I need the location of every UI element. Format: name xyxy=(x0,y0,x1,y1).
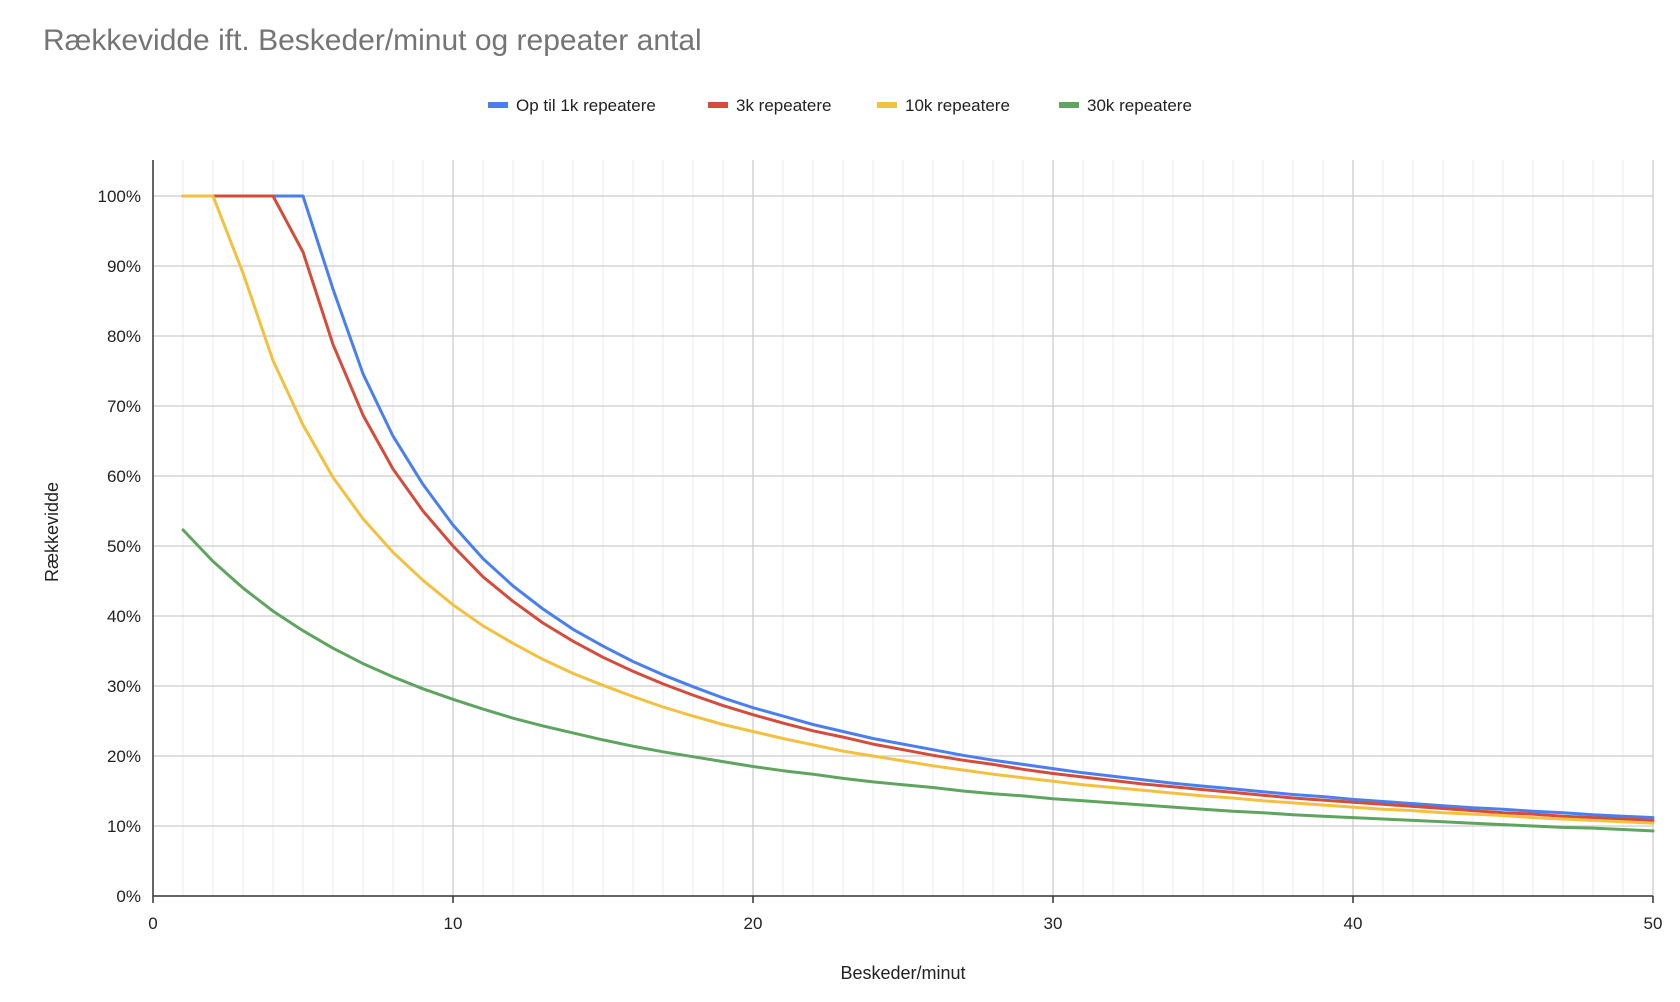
series-line-3 xyxy=(181,194,1655,825)
legend-label: 3k repeatere xyxy=(736,96,831,115)
y-tick-label: 70% xyxy=(107,397,141,416)
legend-swatch xyxy=(877,102,897,108)
legend: Op til 1k repeatere 3k repeatere 10k repea… xyxy=(488,96,1192,115)
x-tick-label: 20 xyxy=(744,914,763,933)
y-tick-label: 40% xyxy=(107,607,141,626)
tick-labels: 0 10 20 30 40 50 0% 10% 20% 30% 40% 50% 60% 70% 80% 90%… xyxy=(98,187,1663,933)
chart-title: Rækkevidde ift. Beskeder/minut og repeat… xyxy=(43,24,702,57)
series-line-2 xyxy=(181,194,1655,822)
y-tick-label: 50% xyxy=(107,537,141,556)
axes xyxy=(152,160,1654,903)
x-axis-title: Beskeder/minut xyxy=(840,963,965,983)
series-line-4 xyxy=(181,528,1655,833)
legend-swatch xyxy=(1059,102,1079,108)
y-tick-label: 100% xyxy=(98,187,141,206)
series-lines xyxy=(181,194,1655,833)
y-axis-title: Rækkevidde xyxy=(42,482,62,582)
x-tick-label: 30 xyxy=(1044,914,1063,933)
x-tick-label: 0 xyxy=(148,914,157,933)
legend-swatch xyxy=(488,102,508,108)
legend-label: Op til 1k repeatere xyxy=(516,96,656,115)
series-line-1 xyxy=(181,194,1655,820)
y-tick-label: 60% xyxy=(107,467,141,486)
y-tick-label: 30% xyxy=(107,677,141,696)
y-tick-label: 80% xyxy=(107,327,141,346)
y-tick-label: 0% xyxy=(116,887,141,906)
legend-label: 30k repeatere xyxy=(1087,96,1192,115)
x-tick-label: 40 xyxy=(1344,914,1363,933)
y-tick-label: 90% xyxy=(107,257,141,276)
x-tick-label: 50 xyxy=(1644,914,1663,933)
legend-label: 10k repeatere xyxy=(905,96,1010,115)
x-tick-label: 10 xyxy=(444,914,463,933)
legend-swatch xyxy=(708,102,728,108)
y-tick-label: 10% xyxy=(107,817,141,836)
y-tick-label: 20% xyxy=(107,747,141,766)
